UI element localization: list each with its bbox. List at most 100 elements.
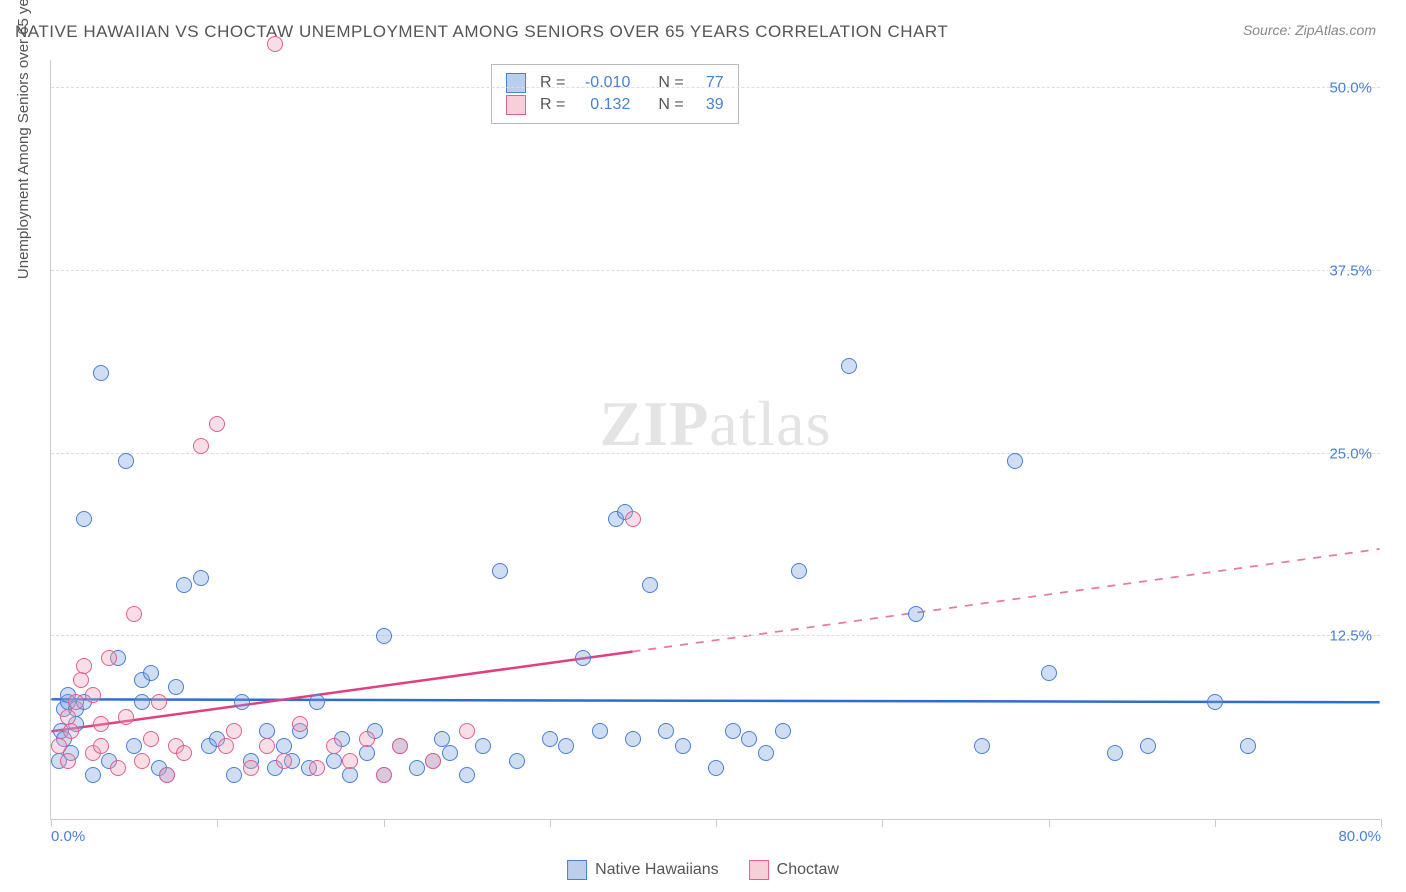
data-point	[243, 760, 259, 776]
data-point	[434, 731, 450, 747]
data-point	[93, 716, 109, 732]
data-point	[708, 760, 724, 776]
data-point	[492, 563, 508, 579]
data-point	[93, 738, 109, 754]
data-point	[134, 694, 150, 710]
swatch-blue-icon	[506, 73, 526, 93]
x-tick	[716, 819, 717, 827]
data-point	[63, 723, 79, 739]
data-point	[908, 606, 924, 622]
stat-N-value-1: 77	[694, 74, 724, 92]
data-point	[143, 665, 159, 681]
data-point	[193, 438, 209, 454]
watermark-zip: ZIP	[600, 388, 710, 459]
x-tick	[1215, 819, 1216, 827]
data-point	[841, 358, 857, 374]
data-point	[326, 738, 342, 754]
data-point	[68, 694, 84, 710]
y-axis-title: Unemployment Among Seniors over 65 years	[15, 0, 32, 279]
data-point	[558, 738, 574, 754]
data-point	[73, 672, 89, 688]
data-point	[118, 709, 134, 725]
data-point	[376, 767, 392, 783]
data-point	[159, 767, 175, 783]
y-tick-label: 37.5%	[1329, 262, 1372, 279]
data-point	[326, 753, 342, 769]
stat-R-value-1: -0.010	[575, 74, 630, 92]
data-point	[193, 570, 209, 586]
stat-R-value-2: 0.132	[575, 96, 630, 114]
scatter-plot-area: ZIPatlas R = -0.010 N = 77 R = 0.132 N =…	[50, 60, 1380, 820]
data-point	[1240, 738, 1256, 754]
stats-row-series1: R = -0.010 N = 77	[506, 73, 724, 93]
correlation-stats-box: R = -0.010 N = 77 R = 0.132 N = 39	[491, 64, 739, 124]
trendlines-layer	[51, 60, 1380, 819]
data-point	[741, 731, 757, 747]
legend-label-1: Native Hawaiians	[595, 861, 719, 879]
data-point	[642, 577, 658, 593]
data-point	[1207, 694, 1223, 710]
x-tick	[1049, 819, 1050, 827]
data-point	[176, 745, 192, 761]
data-point	[758, 745, 774, 761]
data-point	[76, 658, 92, 674]
data-point	[309, 694, 325, 710]
data-point	[1140, 738, 1156, 754]
stat-N-value-2: 39	[694, 96, 724, 114]
data-point	[267, 36, 283, 52]
legend-item-2: Choctaw	[749, 860, 839, 880]
data-point	[1041, 665, 1057, 681]
data-point	[425, 753, 441, 769]
data-point	[409, 760, 425, 776]
data-point	[592, 723, 608, 739]
stats-row-series2: R = 0.132 N = 39	[506, 95, 724, 115]
data-point	[625, 731, 641, 747]
stat-R-label: R =	[540, 96, 565, 114]
data-point	[110, 760, 126, 776]
x-tick	[550, 819, 551, 827]
data-point	[126, 606, 142, 622]
data-point	[259, 723, 275, 739]
data-point	[625, 511, 641, 527]
data-point	[658, 723, 674, 739]
data-point	[442, 745, 458, 761]
gridline-h	[51, 87, 1380, 88]
stat-N-label: N =	[658, 74, 683, 92]
y-tick-label: 25.0%	[1329, 445, 1372, 462]
data-point	[76, 511, 92, 527]
data-point	[359, 731, 375, 747]
data-point	[359, 745, 375, 761]
data-point	[218, 738, 234, 754]
data-point	[226, 723, 242, 739]
data-point	[51, 738, 67, 754]
x-tick	[882, 819, 883, 827]
data-point	[775, 723, 791, 739]
legend-label-2: Choctaw	[777, 861, 839, 879]
data-point	[309, 760, 325, 776]
data-point	[276, 753, 292, 769]
x-tick	[51, 819, 52, 827]
swatch-pink-icon	[506, 95, 526, 115]
trendline-solid	[51, 699, 1379, 702]
data-point	[176, 577, 192, 593]
data-point	[542, 731, 558, 747]
data-point	[259, 738, 275, 754]
source-attribution: Source: ZipAtlas.com	[1243, 22, 1376, 38]
data-point	[118, 453, 134, 469]
data-point	[101, 650, 117, 666]
data-point	[1107, 745, 1123, 761]
stat-R-label: R =	[540, 74, 565, 92]
data-point	[60, 709, 76, 725]
data-point	[85, 767, 101, 783]
x-tick-label: 0.0%	[51, 828, 85, 845]
data-point	[459, 723, 475, 739]
gridline-h	[51, 635, 1380, 636]
data-point	[342, 767, 358, 783]
data-point	[725, 723, 741, 739]
data-point	[459, 767, 475, 783]
y-tick-label: 50.0%	[1329, 80, 1372, 97]
x-tick	[1381, 819, 1382, 827]
trendline-solid	[51, 652, 632, 732]
data-point	[791, 563, 807, 579]
data-point	[85, 687, 101, 703]
